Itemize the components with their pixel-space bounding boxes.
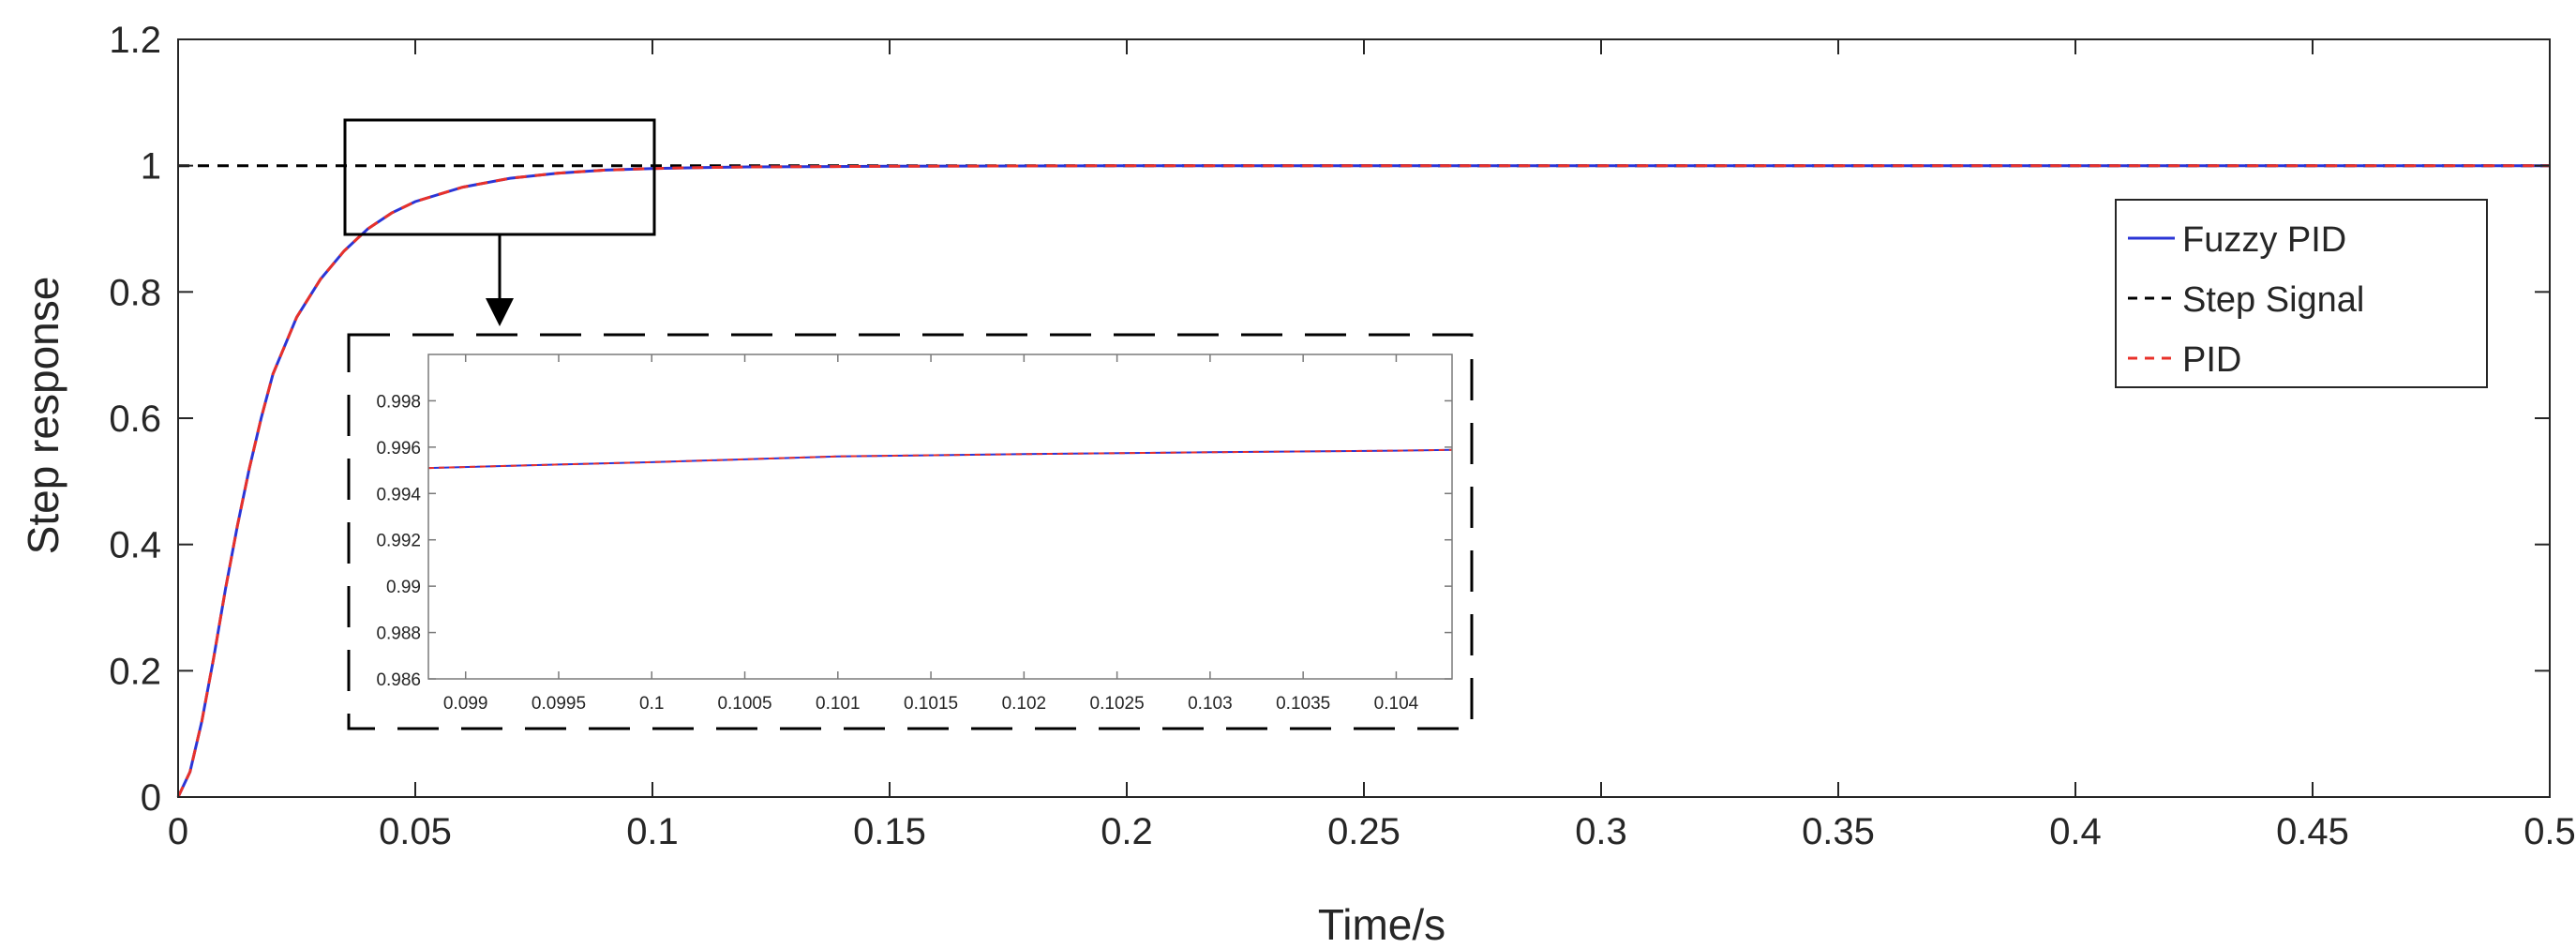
y-tick-label: 1.2 [109,20,161,61]
x-tick-label: 0.4 [2049,811,2102,852]
y-tick-label: 0 [141,777,161,819]
inset-x-tick-label: 0.1025 [1090,694,1145,714]
inset-y-tick-label: 0.99 [386,578,421,597]
zoom-arrow-head [486,298,514,326]
inset-dashed-border [347,333,1474,730]
inset-x-tick-label: 0.104 [1374,694,1419,714]
y-tick-label: 0.4 [109,525,161,566]
inset-x-tick-label: 0.1005 [717,694,771,714]
y-tick-label: 0.6 [109,399,161,440]
inset-y-tick-label: 0.994 [376,485,421,504]
x-tick-label: 0.25 [1327,811,1400,852]
inset-plot-series [427,448,1453,470]
x-tick-label: 0.15 [853,811,926,852]
main-plot-frame: 0 0.05 0.1 0.15 0.2 0.25 0.3 0.35 0.4 0.45 0.5 0 0.2… [109,20,2575,852]
x-tick-label: 0.35 [1802,811,1875,852]
inset-y-tick-label: 0.992 [376,532,421,551]
inset-x-tick-label: 0.101 [816,694,861,714]
y-tick-label: 0.8 [109,272,161,313]
legend-label-pid: PID [2182,340,2241,380]
legend-label-step-signal: Step Signal [2182,280,2364,320]
x-tick-label: 0.05 [379,811,452,852]
main-plot-series [176,164,2550,798]
x-axis-label: Time/s [1318,900,1445,948]
inset-plot-border [427,354,1453,680]
inset-x-tick-label: 0.1 [639,694,664,714]
inset-x-tick-label: 0.0995 [532,694,586,714]
legend: Fuzzy PID Step Signal PID [2115,199,2488,388]
inset-x-tick-label: 0.1015 [904,694,958,714]
series-line-pid [176,164,2550,798]
inset-series-line-pid [427,448,1453,470]
zoom-annotations [343,118,1474,730]
y-axis-label: Step response [19,277,67,555]
x-tick-label: 0.5 [2524,811,2576,852]
inset-y-tick-label: 0.986 [376,670,421,690]
inset-plot-frame: 0.099 0.0995 0.1 0.1005 0.101 0.1015 0.102 0.10… [376,354,1453,714]
inset-y-tick-label: 0.988 [376,624,421,644]
x-tick-label: 0 [168,811,188,852]
legend-label-fuzzy-pid: Fuzzy PID [2182,220,2346,260]
inset-x-tick-label: 0.099 [443,694,488,714]
x-tick-label: 0.45 [2276,811,2349,852]
y-tick-label: 0.2 [109,651,161,692]
inset-x-tick-label: 0.1035 [1276,694,1330,714]
inset-x-tick-label: 0.103 [1188,694,1233,714]
inset-y-tick-label: 0.998 [376,392,421,412]
inset-x-tick-label: 0.102 [1002,694,1047,714]
x-tick-label: 0.1 [626,811,679,852]
y-tick-label: 1 [141,146,161,188]
inset-y-tick-label: 0.996 [376,439,421,459]
x-tick-label: 0.3 [1575,811,1627,852]
legend-box [2115,199,2488,388]
x-tick-label: 0.2 [1101,811,1153,852]
